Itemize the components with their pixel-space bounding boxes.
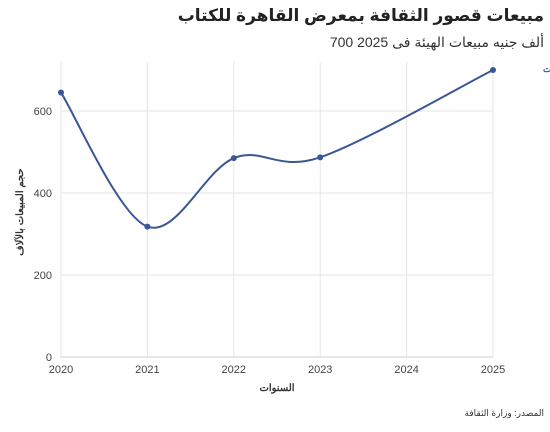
data-point: [230, 155, 237, 162]
source-note: المصدر: وزارة الثقافة: [464, 408, 544, 418]
y-tick-label: 0: [46, 352, 52, 364]
data-point: [144, 223, 151, 230]
y-tick-label: 600: [34, 106, 52, 118]
grid: [60, 62, 494, 357]
series-label: حجم المبيعات: [543, 64, 550, 75]
data-point: [58, 89, 64, 96]
data-point: [317, 154, 324, 161]
x-tick-label: 2025: [481, 364, 505, 376]
series-layer: حجم المبيعات: [58, 64, 550, 230]
x-tick-label: 2022: [222, 364, 246, 376]
data-point: [490, 67, 496, 73]
chart-subtitle: ألف جنيه مبيعات الهيئة فى 2025 700: [329, 34, 544, 50]
x-tick-label: 2020: [49, 364, 73, 376]
chart-title: مبيعات قصور الثقافة بمعرض القاهرة للكتاب: [177, 6, 544, 25]
x-tick-label: 2021: [135, 364, 159, 376]
x-tick-label: 2024: [394, 364, 418, 376]
axes: 0 200 400 600 2020 2021 2022 2023 2024 2025: [34, 106, 506, 376]
y-tick-label: 400: [34, 188, 52, 200]
x-axis-title: السنوات: [259, 383, 294, 394]
x-tick-label: 2023: [308, 364, 332, 376]
y-axis-title: حجم المبيعات بالآلاف: [14, 168, 26, 255]
y-tick-label: 200: [34, 270, 52, 282]
series-line: [60, 69, 494, 229]
